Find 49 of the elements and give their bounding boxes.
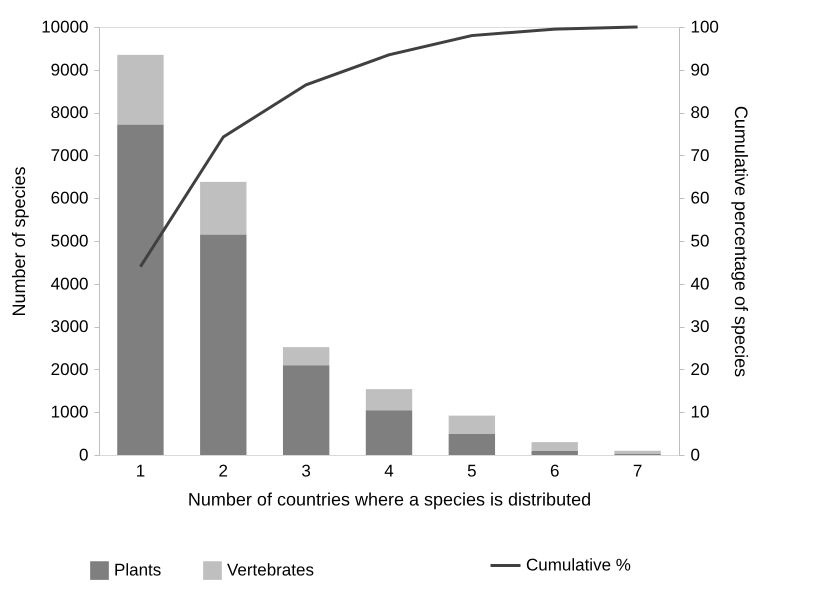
bar [366, 410, 412, 455]
y2-axis-title: Cumulative percentage of species [730, 106, 751, 378]
line-series [138, 26, 640, 268]
x-tick-label: 7 [632, 462, 642, 480]
x-tick-label: 1 [136, 462, 146, 480]
bar [614, 450, 661, 454]
bar [532, 450, 578, 455]
legend-label: Vertebrates [227, 560, 314, 580]
y2-tick-label: 100 [690, 18, 719, 36]
bar [282, 366, 330, 455]
bar [200, 182, 246, 235]
y-tick-label: 6000 [50, 188, 88, 208]
bar [366, 389, 412, 410]
y-tick-label: 10000 [41, 18, 88, 36]
y2-tick-label: 60 [690, 188, 710, 208]
x-tick-label: 6 [550, 462, 560, 480]
y2-tick-label: 70 [690, 146, 710, 165]
bar [117, 124, 164, 455]
y-tick-label: 2000 [50, 360, 88, 379]
y-tick-label: 3000 [50, 317, 88, 336]
y-tick-label: 0 [79, 446, 88, 464]
y-tick-label: 7000 [50, 146, 88, 165]
y2-tick-label: 40 [690, 274, 710, 294]
y-axis-title: Number of species [9, 166, 30, 317]
y2-tick-label: 90 [690, 60, 710, 80]
bar [448, 416, 496, 434]
x-tick-label: 4 [384, 462, 394, 480]
y2-tick-label: 30 [690, 317, 710, 336]
y2-tick-label: 10 [690, 402, 710, 422]
x-tick-label: 2 [218, 462, 228, 480]
y-tick-label: 9000 [50, 60, 88, 80]
y-tick-label: 5000 [50, 232, 88, 250]
y2-tick-label: 50 [690, 232, 710, 250]
bar [117, 54, 164, 125]
x-axis-title: Number of countries where a species is distributed [188, 490, 592, 510]
x-tick-label: 5 [467, 462, 477, 480]
y-tick-label: 1000 [50, 402, 88, 422]
x-tick-label: 3 [301, 462, 311, 480]
legend-label: Cumulative % [526, 556, 631, 574]
bar [200, 234, 246, 455]
y2-tick-label: 80 [690, 103, 710, 122]
y-tick-label: 8000 [50, 103, 88, 122]
y-tick-label: 4000 [50, 274, 88, 294]
bar [532, 442, 578, 451]
legend-label: Plants [114, 560, 162, 580]
bar [282, 347, 330, 366]
y2-tick-label: 0 [690, 446, 700, 464]
bar [448, 434, 496, 455]
y2-tick-label: 20 [690, 360, 710, 379]
